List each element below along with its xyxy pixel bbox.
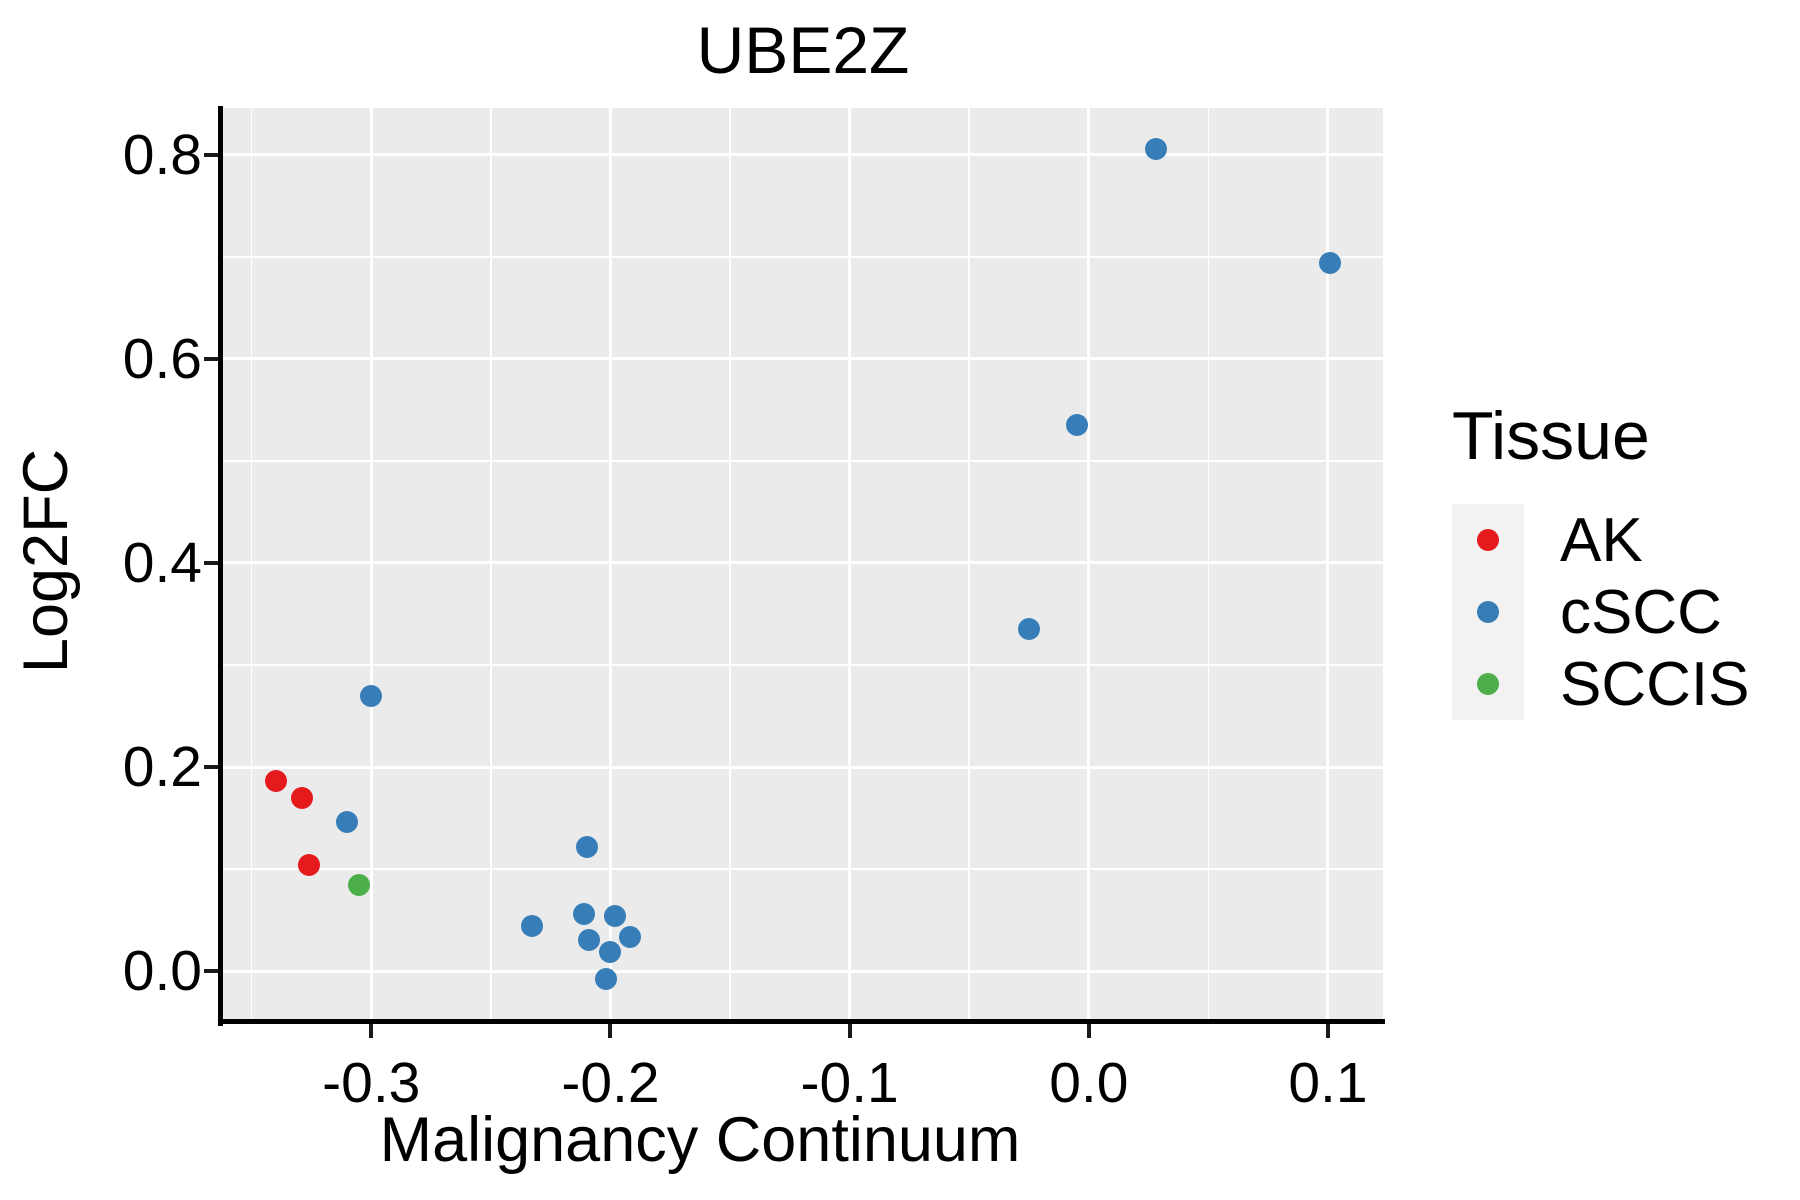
gridline-major-y bbox=[223, 561, 1383, 565]
gridline-minor-y bbox=[223, 460, 1383, 462]
gridline-major-y bbox=[223, 153, 1383, 157]
legend-title: Tissue bbox=[1452, 398, 1650, 474]
data-point-cscc bbox=[1018, 618, 1041, 641]
x-tick-label: 0.0 bbox=[1049, 1051, 1129, 1115]
legend-dot-cscc bbox=[1477, 601, 1499, 623]
x-tick bbox=[1086, 1024, 1091, 1038]
legend-item-label: SCCIS bbox=[1560, 649, 1750, 719]
gridline-minor-y bbox=[223, 664, 1383, 666]
y-tick bbox=[204, 356, 218, 361]
data-point-cscc bbox=[520, 915, 543, 938]
x-tick bbox=[608, 1024, 613, 1038]
data-point-cscc bbox=[618, 926, 641, 949]
legend-dot-ak bbox=[1477, 529, 1499, 551]
y-tick-label: 0.4 bbox=[122, 530, 202, 595]
x-axis-line bbox=[218, 1019, 1385, 1024]
data-point-ak bbox=[298, 853, 321, 876]
legend-item-label: cSCC bbox=[1560, 577, 1722, 647]
data-point-cscc bbox=[573, 902, 596, 925]
x-tick bbox=[1325, 1024, 1330, 1038]
y-tick-label: 0.0 bbox=[122, 939, 202, 1004]
x-tick-label: -0.2 bbox=[561, 1051, 660, 1115]
data-point-cscc bbox=[1144, 137, 1167, 160]
gridline-minor-y bbox=[223, 256, 1383, 258]
data-point-cscc bbox=[1319, 252, 1342, 275]
x-tick-label: -0.3 bbox=[322, 1051, 421, 1115]
gridline-minor-y bbox=[223, 868, 1383, 870]
x-axis-title: Malignancy Continuum bbox=[379, 1105, 1021, 1175]
y-tick-label: 0.2 bbox=[122, 735, 202, 800]
data-point-cscc bbox=[336, 811, 359, 834]
data-point-cscc bbox=[1065, 414, 1088, 437]
x-tick-label: 0.1 bbox=[1288, 1051, 1368, 1115]
legend-dot-sccis bbox=[1477, 673, 1499, 695]
y-axis-line bbox=[218, 106, 223, 1026]
y-tick bbox=[204, 969, 218, 974]
y-tick bbox=[204, 765, 218, 770]
data-point-cscc bbox=[594, 968, 617, 991]
data-point-cscc bbox=[360, 684, 383, 707]
y-tick-label: 0.8 bbox=[122, 122, 202, 187]
y-tick bbox=[204, 152, 218, 157]
legend-key-ak bbox=[1452, 504, 1524, 576]
data-point-cscc bbox=[599, 940, 622, 963]
data-point-ak bbox=[264, 770, 287, 793]
x-tick-label: -0.1 bbox=[800, 1051, 899, 1115]
x-tick bbox=[369, 1024, 374, 1038]
y-tick bbox=[204, 560, 218, 565]
gridline-major-y bbox=[223, 357, 1383, 361]
legend-key-sccis bbox=[1452, 648, 1524, 720]
y-tick-label: 0.6 bbox=[122, 326, 202, 391]
data-point-cscc bbox=[577, 929, 600, 952]
legend-item-label: AK bbox=[1560, 505, 1643, 575]
data-point-cscc bbox=[575, 835, 598, 858]
data-point-sccis bbox=[348, 874, 371, 897]
data-point-ak bbox=[290, 786, 313, 809]
plot-title: UBE2Z bbox=[696, 13, 910, 87]
y-axis-title: Log2FC bbox=[11, 448, 81, 674]
gridline-major-y bbox=[223, 765, 1383, 769]
gridline-major-y bbox=[223, 969, 1383, 973]
legend-key-cscc bbox=[1452, 576, 1524, 648]
x-tick bbox=[847, 1024, 852, 1038]
data-point-cscc bbox=[604, 904, 627, 927]
